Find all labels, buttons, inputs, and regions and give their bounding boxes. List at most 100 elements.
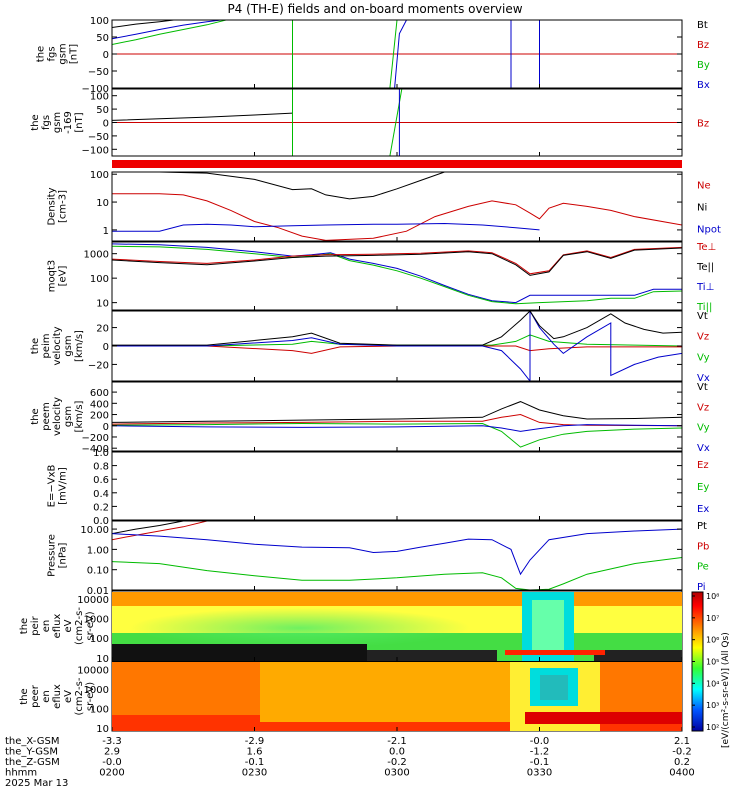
panel-fgs-b: 100 50 0 −50 −100 the fgs gsm -169 [nT] Bz	[30, 88, 709, 157]
legend-by: By	[697, 60, 710, 71]
series-vx	[112, 311, 682, 381]
ylabel-line: en	[41, 620, 52, 633]
series-ti	[112, 243, 682, 304]
peir-noise	[112, 644, 367, 661]
series-te	[112, 246, 682, 275]
xtick-label: -0.2	[387, 757, 407, 768]
legend-vy: Vy	[697, 423, 710, 434]
ylabel-line: [nPa]	[58, 542, 69, 568]
series-bt	[112, 112, 293, 121]
colorbar-tick-label: 10²	[706, 723, 719, 732]
series-bx	[394, 20, 407, 88]
ytick-label: 0.01	[87, 586, 109, 597]
ylabel-line: gsm	[63, 406, 74, 427]
ylabel-line: the	[30, 114, 41, 130]
panel-peim-velocity: 20 0 −20 the peim velocity gsm [km/s] Vt Vz Vy Vx	[30, 310, 710, 384]
ytick-label: −50	[88, 132, 109, 143]
peir-spectrogram	[112, 592, 682, 661]
ytick-label: 0	[103, 50, 109, 61]
peer-mid-yellow	[260, 662, 520, 722]
xtick-label: -0.0	[530, 736, 550, 747]
ylabel-line: [km/s]	[74, 400, 85, 432]
ylabel-line: E=−VxB	[47, 465, 58, 508]
peer-spectrogram	[112, 662, 682, 731]
legend-ex: Ex	[697, 504, 709, 515]
xtick-label: 2.9	[104, 747, 120, 758]
colorbar-tick-label: 10³	[706, 701, 719, 710]
xtick-label: 0.2	[674, 757, 690, 768]
panel-bg	[112, 521, 682, 590]
ytick-label: 100	[90, 92, 109, 103]
ylabel-line: [nT]	[74, 112, 85, 132]
series-pi	[112, 528, 682, 576]
series-ne	[112, 193, 682, 241]
panel-fgs: 100 50 0 −50 −100 the fgs gsm [nT] Bt Bz By Bx	[36, 16, 710, 95]
legend-ne: Ne	[697, 181, 711, 192]
ytick-label: 0	[103, 422, 109, 433]
ytick-label: 0	[103, 342, 109, 353]
legend-vt: Vt	[697, 311, 708, 322]
date-label: 2025 Mar 13	[5, 778, 68, 789]
xtick-label: -2.1	[387, 736, 407, 747]
legend-vz: Vz	[697, 402, 709, 413]
panel-bg	[112, 172, 682, 241]
ytick-label: 0.10	[87, 566, 109, 577]
ephemeris-label: the_X-GSM	[5, 736, 59, 747]
ytick-label: 1000	[84, 250, 109, 261]
ylabel-line: the	[36, 46, 47, 62]
ytick-label: 20	[96, 324, 109, 335]
ylabel-line: [mV/m]	[58, 467, 69, 505]
ylabel-line: the	[30, 338, 41, 354]
legend-te: Te⊥	[696, 242, 716, 253]
xtick-label: 2.1	[674, 736, 690, 747]
panel-density: 100 10 1 Density [cm-3] Ne Ni Npot	[47, 170, 721, 242]
ylabel-line: eflux	[52, 614, 63, 639]
series-npot	[112, 222, 540, 232]
ylabel-line: -169	[63, 111, 74, 134]
xtick-label: 0330	[527, 768, 552, 779]
ytick-label: 1.0	[93, 448, 109, 459]
ylabel-line: velocity	[52, 326, 63, 365]
ytick-label: 0.0	[93, 516, 109, 527]
ylabel-line: peir	[30, 615, 41, 635]
colorbar-tick-label: 10⁷	[706, 614, 719, 623]
legend-bx: Bx	[697, 80, 710, 91]
ytick-label: 0.4	[93, 489, 109, 500]
ylabel-line: fgs	[41, 115, 52, 130]
legend-bz: Bz	[697, 40, 709, 51]
ylabel-line: [nT]	[69, 44, 80, 64]
ytick-label: 100	[90, 16, 109, 27]
ytick-label: 10	[96, 299, 109, 310]
ytick-label: 1.00	[87, 545, 109, 556]
ylabel-line: eV	[63, 690, 74, 703]
ytick-label: 10.00	[80, 525, 109, 536]
ylabel-line: fgs	[47, 46, 58, 61]
series-pe	[112, 557, 682, 590]
peer-gap-core	[540, 675, 568, 700]
ytick-label: 10000	[77, 595, 109, 606]
ephemeris-label: hhmm	[5, 768, 37, 779]
ytick-label: 600	[90, 388, 109, 399]
ylabel-line: Density	[47, 187, 58, 225]
ylabel-line: peem	[41, 402, 52, 430]
series-bt	[112, 20, 174, 28]
xtick-label: -2.9	[245, 736, 265, 747]
mode-bar	[112, 160, 682, 168]
ytick-label: −400	[82, 444, 109, 455]
ylabel-line: velocity	[52, 397, 63, 436]
series-by	[112, 20, 227, 45]
legend-ni: Ni	[697, 203, 707, 214]
ytick-label: −200	[82, 433, 109, 444]
legend-vy: Vy	[697, 352, 710, 363]
legend-pi: Pi	[697, 582, 706, 593]
ylabel-line: [cm-3]	[58, 190, 69, 223]
ytick-label: 10	[96, 724, 109, 735]
series-group	[112, 311, 682, 381]
legend-ti: Ti⊥	[696, 282, 714, 293]
ytick-label: −100	[82, 145, 109, 156]
ylabel-line: gsm	[63, 335, 74, 356]
peir-noise-2	[367, 650, 497, 661]
colorbar-tick-label: 10⁵	[706, 658, 719, 667]
